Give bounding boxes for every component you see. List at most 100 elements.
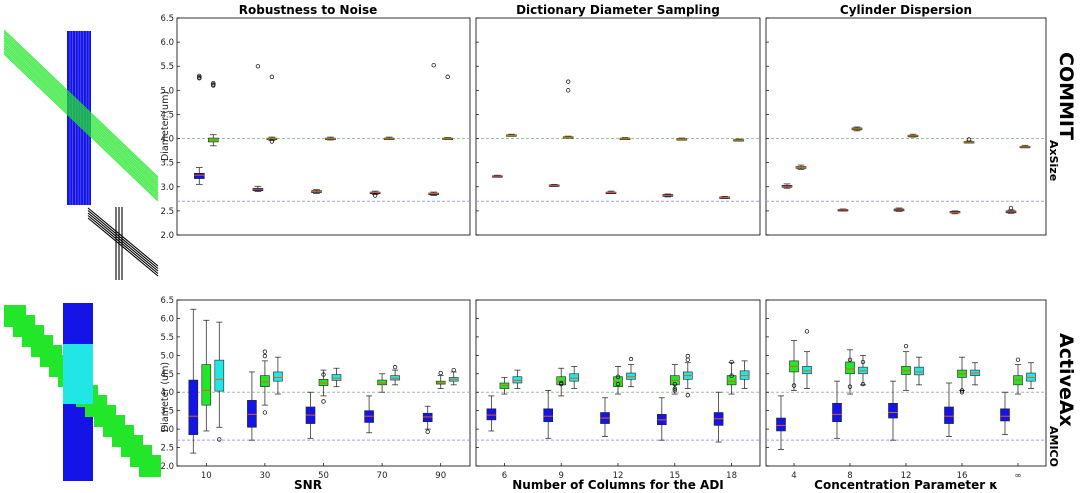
box-green bbox=[201, 364, 212, 406]
box-flier bbox=[262, 353, 268, 359]
illus-black-fiber bbox=[87, 217, 159, 277]
box-flier bbox=[269, 139, 275, 144]
box-flier bbox=[729, 373, 734, 378]
y-tick-label: 5.0 bbox=[160, 351, 174, 361]
illus-green-fiber bbox=[3, 32, 159, 181]
y-tick-label: 4.5 bbox=[160, 370, 174, 380]
x-tick-label: 16 bbox=[957, 471, 968, 481]
box-flier bbox=[729, 359, 734, 365]
panel-frame bbox=[475, 17, 761, 236]
box-flier bbox=[1008, 205, 1014, 211]
panel-1-1: 6 9 12 15 18 bbox=[475, 299, 761, 481]
box-blue bbox=[194, 172, 205, 179]
box-flier bbox=[438, 370, 443, 376]
box-flier bbox=[685, 357, 690, 362]
box-flier bbox=[217, 437, 222, 442]
panel-title-noise: Robustness to Noise bbox=[239, 3, 377, 17]
illus-green-fiber bbox=[3, 37, 159, 186]
box-cyan bbox=[914, 366, 924, 376]
box-flier bbox=[615, 374, 621, 379]
illus-overlap-voxels bbox=[63, 344, 93, 404]
illus-green-fiber bbox=[3, 34, 159, 183]
x-tick-label: 18 bbox=[726, 471, 737, 481]
box-flier bbox=[791, 383, 797, 388]
panel-frame bbox=[765, 17, 1047, 236]
y-tick-label: 2.0 bbox=[160, 462, 174, 472]
box-flier bbox=[197, 76, 202, 81]
panel-1-0: 2.0 2.5 3.0 3.5 4.0 4.5 5.0 5.5 6.0 6.5 10 30 50 70 90 bbox=[160, 296, 471, 481]
row-label-activeax: ActiveAx AMICO bbox=[1047, 333, 1077, 467]
illus-green-fiber bbox=[3, 29, 159, 178]
box-blue bbox=[422, 412, 433, 423]
box-flier bbox=[372, 193, 378, 198]
y-tick-label: 6.5 bbox=[160, 296, 174, 306]
panel-title-dictionary: Dictionary Diameter Sampling bbox=[516, 3, 720, 17]
illus-green-fiber bbox=[3, 40, 159, 189]
box-green bbox=[377, 379, 387, 386]
x-tick-label: 30 bbox=[259, 471, 270, 481]
fiber-illustrations bbox=[3, 29, 161, 481]
box-blue bbox=[888, 402, 898, 419]
x-tick-label: 9 bbox=[558, 471, 563, 481]
box-green bbox=[845, 361, 855, 375]
y-tick-label: 6.0 bbox=[160, 38, 174, 48]
box-flier bbox=[211, 80, 216, 86]
row-label-activeax-text: ActiveAx bbox=[1055, 333, 1077, 427]
illus-black-fiber bbox=[87, 212, 159, 272]
box-flier bbox=[321, 399, 326, 404]
row-label-commit-text: COMMIT bbox=[1055, 52, 1077, 140]
box-flier bbox=[847, 384, 853, 389]
row-label-commit-subscript: AxSize bbox=[1047, 140, 1060, 181]
ylabel-top: Diameter (um) bbox=[160, 91, 171, 161]
box-green bbox=[318, 379, 329, 386]
y-tick-label: 5.5 bbox=[160, 62, 174, 72]
box-green bbox=[260, 375, 270, 387]
x-tick-label: 12 bbox=[901, 471, 912, 481]
box-flier bbox=[269, 74, 275, 79]
box-flier bbox=[321, 372, 326, 377]
illus-green-fiber bbox=[3, 48, 159, 197]
y-tick-label: 3.0 bbox=[160, 183, 174, 193]
x-tick-label: 10 bbox=[201, 471, 212, 481]
box-flier bbox=[672, 386, 677, 391]
box-flier bbox=[255, 64, 261, 69]
y-tick-label: 3.5 bbox=[160, 159, 174, 169]
box-flier bbox=[903, 343, 909, 349]
illus-green-fiber bbox=[3, 47, 159, 195]
box-cyan bbox=[802, 366, 812, 375]
box-flier bbox=[445, 74, 450, 79]
illus-green-fiber bbox=[3, 45, 159, 194]
y-tick-label: 4.0 bbox=[160, 135, 174, 145]
illus-black-fiber bbox=[87, 210, 159, 269]
panel-frame bbox=[176, 17, 471, 236]
illus-green-fiber bbox=[3, 44, 159, 192]
panel-1-2: 4 8 12 16 ∞ bbox=[765, 299, 1047, 481]
box-blue bbox=[832, 402, 842, 423]
panel-0-1 bbox=[475, 17, 761, 236]
illus-black-fiber bbox=[87, 207, 159, 267]
box-flier bbox=[559, 381, 564, 387]
box-flier bbox=[959, 390, 965, 395]
box-flier bbox=[860, 359, 866, 365]
box-flier bbox=[431, 63, 436, 68]
illus-black-fiber bbox=[87, 215, 159, 274]
panel-0-2 bbox=[765, 17, 1047, 236]
box-blue bbox=[1000, 408, 1010, 422]
illus-green-fiber bbox=[3, 31, 159, 179]
x-tick-label: 50 bbox=[318, 471, 329, 481]
illus-green-fiber bbox=[3, 42, 159, 191]
box-cyan bbox=[512, 376, 523, 384]
y-tick-label: 3.0 bbox=[160, 425, 174, 435]
x-tick-label: 8 bbox=[847, 471, 852, 481]
box-flier bbox=[262, 410, 268, 415]
x-tick-label: ∞ bbox=[1014, 471, 1021, 481]
box-flier bbox=[566, 88, 571, 93]
y-tick-label: 2.0 bbox=[160, 231, 174, 241]
row-label-commit: COMMIT AxSize bbox=[1047, 52, 1077, 181]
y-tick-label: 6.5 bbox=[160, 14, 174, 24]
xlabel-kappa: Concentration Parameter κ bbox=[814, 478, 998, 492]
box-cyan bbox=[739, 370, 750, 380]
box-flier bbox=[804, 329, 810, 334]
panel-title-dispersion: Cylinder Dispersion bbox=[840, 3, 972, 17]
